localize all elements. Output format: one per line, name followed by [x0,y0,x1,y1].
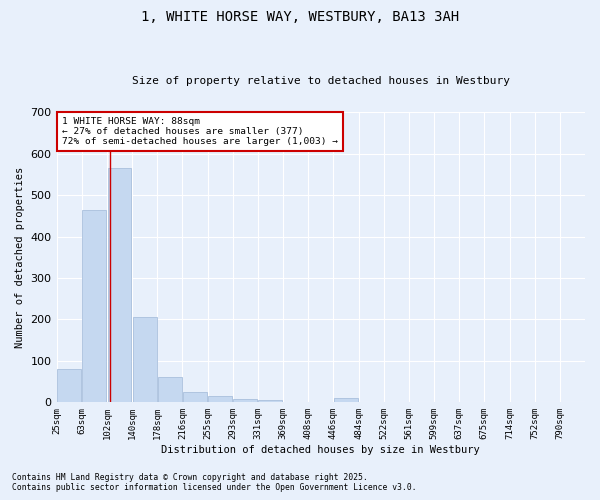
Bar [57,369,81,402]
Bar [183,392,207,402]
Text: Contains HM Land Registry data © Crown copyright and database right 2025.
Contai: Contains HM Land Registry data © Crown c… [12,473,416,492]
Bar [208,396,232,402]
Bar [233,399,257,402]
X-axis label: Distribution of detached houses by size in Westbury: Distribution of detached houses by size … [161,445,480,455]
Bar [82,210,106,402]
Text: 1 WHITE HORSE WAY: 88sqm
← 27% of detached houses are smaller (377)
72% of semi-: 1 WHITE HORSE WAY: 88sqm ← 27% of detach… [62,116,338,146]
Text: 1, WHITE HORSE WAY, WESTBURY, BA13 3AH: 1, WHITE HORSE WAY, WESTBURY, BA13 3AH [141,10,459,24]
Bar [107,168,131,402]
Bar [334,398,358,402]
Bar [158,378,182,402]
Bar [133,316,157,402]
Title: Size of property relative to detached houses in Westbury: Size of property relative to detached ho… [132,76,510,86]
Y-axis label: Number of detached properties: Number of detached properties [15,166,25,348]
Bar [259,400,283,402]
